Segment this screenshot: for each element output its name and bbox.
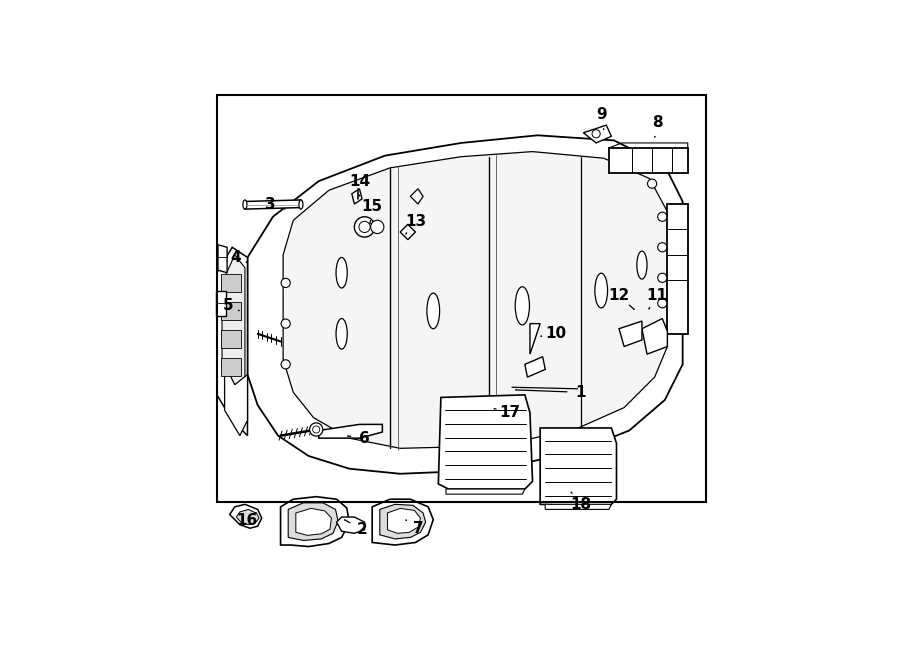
Polygon shape — [319, 424, 382, 438]
Polygon shape — [216, 291, 226, 316]
Circle shape — [371, 220, 384, 233]
Polygon shape — [237, 510, 259, 525]
Polygon shape — [288, 503, 338, 541]
Polygon shape — [583, 125, 611, 143]
Polygon shape — [225, 364, 248, 436]
Ellipse shape — [336, 258, 347, 288]
Polygon shape — [446, 489, 525, 494]
Text: 18: 18 — [571, 497, 591, 512]
Polygon shape — [296, 508, 331, 535]
Polygon shape — [221, 358, 241, 376]
Text: 16: 16 — [236, 513, 257, 528]
Circle shape — [310, 423, 323, 436]
Polygon shape — [337, 517, 365, 533]
Text: 5: 5 — [223, 298, 233, 313]
Text: 9: 9 — [596, 108, 607, 122]
Polygon shape — [222, 255, 245, 395]
Circle shape — [281, 278, 290, 288]
Circle shape — [658, 273, 667, 282]
Polygon shape — [400, 224, 416, 240]
Polygon shape — [642, 319, 668, 354]
Polygon shape — [387, 508, 420, 533]
Circle shape — [658, 243, 667, 252]
Text: 10: 10 — [544, 327, 566, 341]
Circle shape — [658, 299, 667, 308]
Polygon shape — [380, 504, 426, 539]
Polygon shape — [545, 504, 611, 510]
Text: 1: 1 — [576, 385, 586, 400]
Text: 15: 15 — [362, 199, 382, 214]
Ellipse shape — [595, 273, 608, 308]
Ellipse shape — [336, 319, 347, 349]
Text: 7: 7 — [413, 521, 423, 535]
Ellipse shape — [515, 287, 529, 325]
Text: 3: 3 — [266, 196, 275, 212]
Polygon shape — [230, 504, 262, 528]
Polygon shape — [609, 148, 688, 173]
Polygon shape — [218, 245, 227, 273]
Circle shape — [359, 221, 370, 233]
Circle shape — [592, 130, 600, 138]
Text: 12: 12 — [608, 288, 630, 303]
Ellipse shape — [637, 251, 647, 279]
Polygon shape — [217, 247, 248, 436]
Polygon shape — [248, 136, 683, 474]
Polygon shape — [284, 151, 668, 448]
Circle shape — [312, 426, 319, 433]
Polygon shape — [245, 200, 301, 209]
Circle shape — [281, 360, 290, 369]
Text: 14: 14 — [349, 174, 370, 188]
Polygon shape — [373, 499, 433, 545]
Polygon shape — [619, 321, 642, 346]
Text: 17: 17 — [499, 405, 520, 420]
Polygon shape — [221, 330, 241, 348]
Ellipse shape — [243, 200, 247, 209]
Text: 6: 6 — [359, 431, 370, 446]
Text: 11: 11 — [647, 288, 668, 303]
Text: 2: 2 — [356, 522, 367, 537]
Circle shape — [281, 319, 290, 329]
Circle shape — [633, 159, 642, 168]
Polygon shape — [281, 496, 349, 547]
Polygon shape — [352, 189, 362, 204]
Polygon shape — [540, 428, 617, 507]
Circle shape — [658, 212, 667, 221]
Polygon shape — [410, 189, 423, 204]
Polygon shape — [438, 395, 533, 489]
Text: 8: 8 — [652, 115, 662, 130]
Polygon shape — [221, 274, 241, 292]
Polygon shape — [221, 301, 241, 320]
Polygon shape — [668, 204, 688, 334]
Polygon shape — [530, 324, 540, 354]
Circle shape — [355, 217, 374, 237]
Text: 4: 4 — [230, 250, 241, 265]
Polygon shape — [525, 357, 545, 377]
Ellipse shape — [427, 293, 439, 329]
Ellipse shape — [299, 200, 303, 209]
Text: 13: 13 — [405, 214, 426, 229]
Bar — [217, 95, 706, 502]
Circle shape — [647, 179, 657, 188]
